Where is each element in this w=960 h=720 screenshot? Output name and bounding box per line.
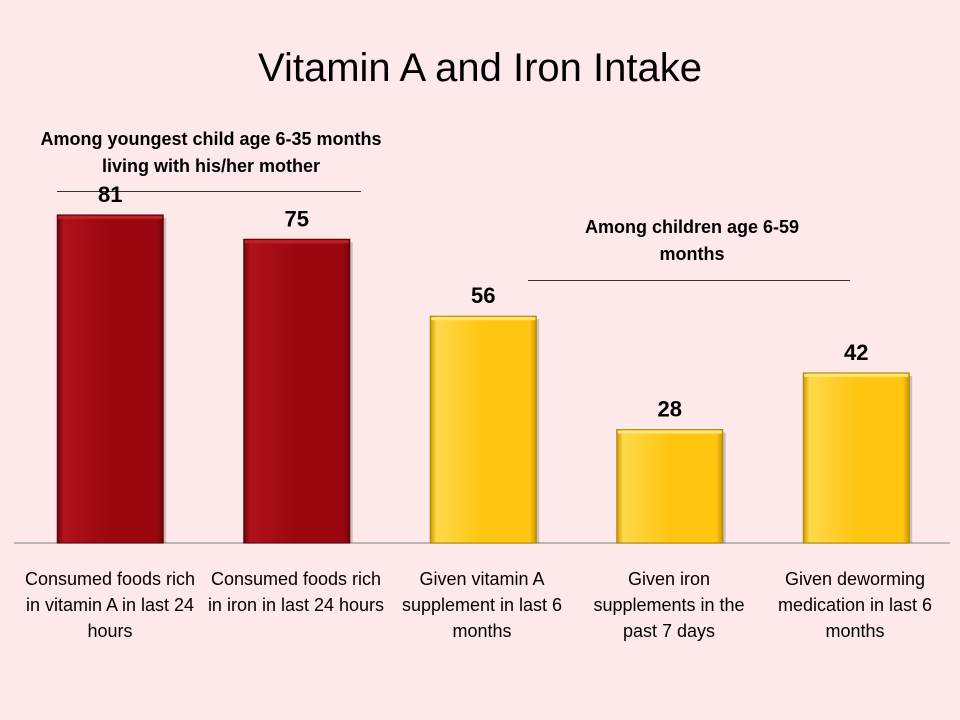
bar xyxy=(56,214,164,544)
group-label-children: Among children age 6-59 months xyxy=(584,217,800,264)
category-label: Consumed foods rich in iron in last 24 h… xyxy=(207,569,385,615)
data-label: 81 xyxy=(98,182,122,207)
group-label-youngest-child: Among youngest child age 6-35 months liv… xyxy=(40,129,382,176)
data-label: 75 xyxy=(285,206,309,231)
bar xyxy=(802,372,910,544)
category-label: Given deworming medication in last 6 mon… xyxy=(777,569,933,641)
data-label: 28 xyxy=(658,397,682,422)
bar xyxy=(243,238,351,544)
bar xyxy=(616,429,724,544)
bar-highlight xyxy=(804,373,909,377)
bar-highlight xyxy=(617,430,722,434)
data-label: 42 xyxy=(844,340,868,365)
group-divider-youngest-child xyxy=(57,191,361,192)
category-label: Given vitamin A supplement in last 6 mon… xyxy=(401,569,563,641)
data-label: 56 xyxy=(471,283,495,308)
category-label: Given iron supplements in the past 7 day… xyxy=(593,569,745,641)
category-label: Consumed foods rich in vitamin A in last… xyxy=(24,569,196,641)
bar-highlight xyxy=(431,317,536,321)
bar-highlight xyxy=(244,240,349,244)
chart-title: Vitamin A and Iron Intake xyxy=(257,46,702,90)
group-divider-children xyxy=(528,280,850,281)
bar-highlight xyxy=(58,215,163,219)
bar xyxy=(429,315,537,544)
